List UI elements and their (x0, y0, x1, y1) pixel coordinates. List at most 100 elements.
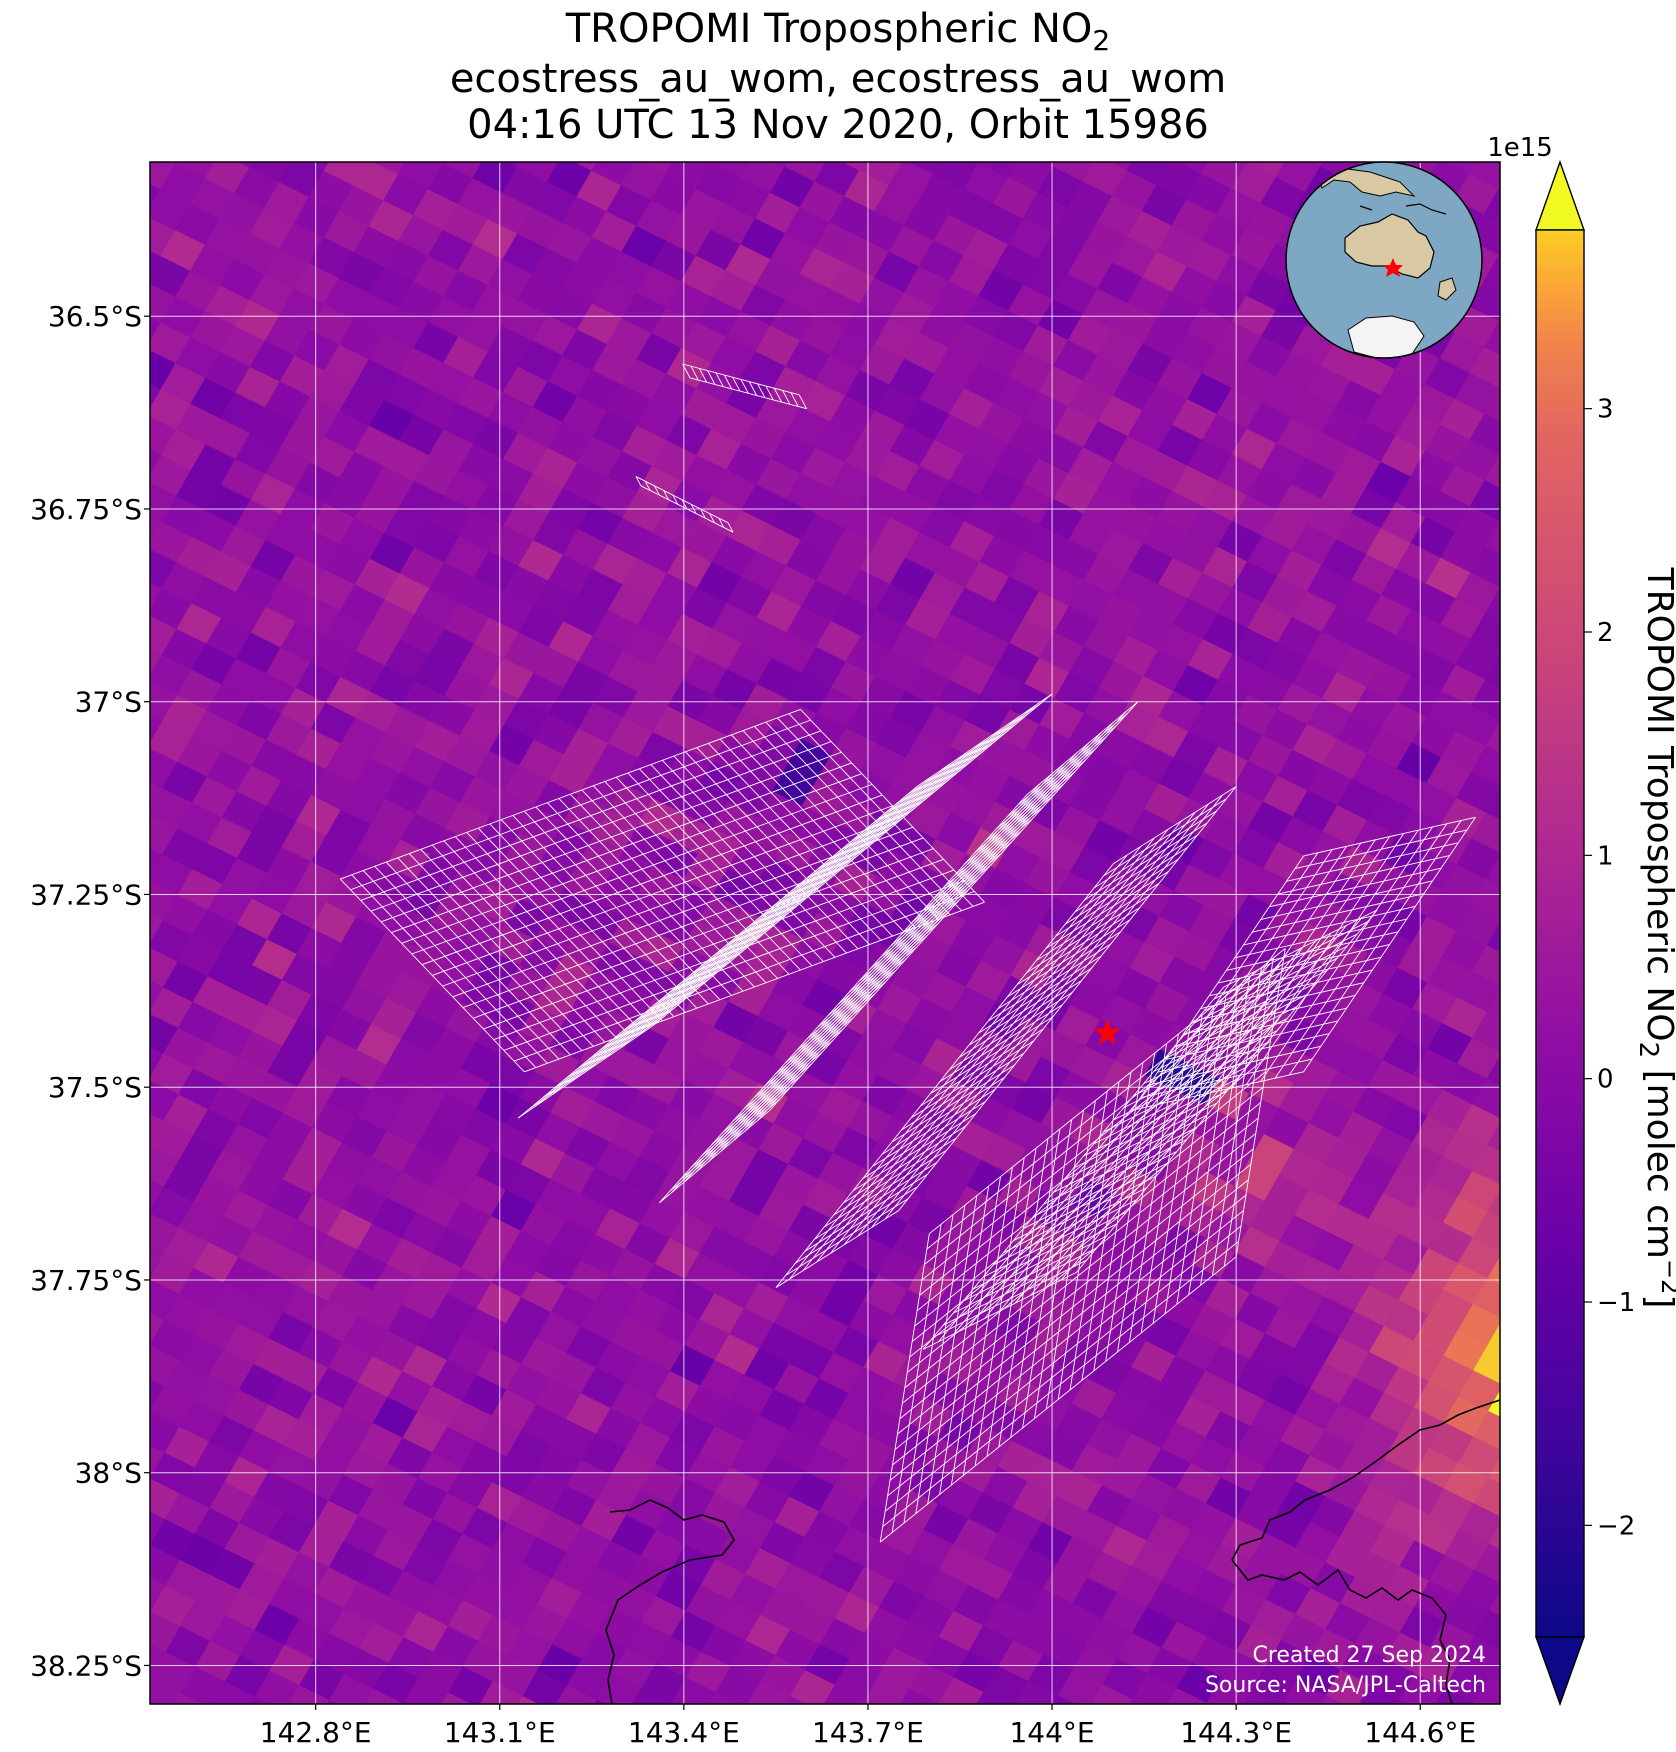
no2-pixel (1397, 1698, 1412, 1704)
footprint-line (340, 708, 801, 880)
footprint-line (1053, 1114, 1208, 1193)
no2-pixel (1126, 162, 1171, 186)
title-line-2: ecostress_au_wom, ecostress_au_wom (450, 56, 1226, 102)
footprint-line (682, 363, 691, 379)
footprint-line (1148, 1045, 1321, 1086)
footprint-line (1006, 724, 1118, 818)
no2-pixel (190, 112, 235, 153)
no2-pixel (441, 1691, 473, 1704)
no2-pixel (73, 784, 118, 825)
colorbar-label-sub: 2 (1633, 1042, 1663, 1059)
no2-pixel (1457, 1037, 1500, 1079)
footprint-line (922, 1271, 1077, 1350)
footprint-line (574, 977, 711, 1072)
no2-pixel (196, 1707, 241, 1748)
no2-pixel (1459, 1635, 1500, 1678)
no2-pixel (1485, 587, 1500, 621)
no2-pixel (1469, 346, 1500, 388)
footprint-line (1176, 995, 1227, 1305)
footprint-line (1183, 957, 1338, 1036)
no2-pixel (1470, 745, 1500, 787)
no2-pixel (72, 452, 117, 493)
footprint-line (707, 370, 716, 385)
footprint-line (690, 365, 699, 381)
footprint-line (682, 363, 800, 396)
no2-pixel (150, 1345, 151, 1346)
no2-pixel (1475, 1743, 1520, 1752)
no2-pixel (130, 82, 175, 123)
footprint-line (882, 722, 1019, 816)
globe-site-star (1383, 258, 1403, 277)
footprint-line (654, 911, 791, 1005)
no2-pixel (77, 1715, 122, 1752)
footprint-line (939, 1186, 990, 1495)
footprint-line (1003, 1175, 1157, 1254)
no2-pixel (428, 97, 473, 138)
no2-pixel (842, 162, 865, 171)
colorbar-body (1535, 229, 1585, 1638)
no2-pixel (76, 1515, 121, 1556)
no2-pixel (1261, 111, 1306, 152)
no2-pixel (150, 1544, 151, 1547)
footprint-line (723, 374, 733, 390)
no2-pixel (1457, 1103, 1500, 1146)
footprint-line (1073, 1090, 1228, 1169)
footprint-line (1016, 907, 1140, 986)
footprint-line (764, 993, 876, 1087)
footprint-line (711, 864, 848, 958)
no2-pixel (1456, 837, 1500, 880)
footprint-line (962, 1167, 1013, 1476)
no2-pixel (858, 162, 903, 186)
globe-islands (1359, 203, 1447, 215)
footprint-line (643, 920, 779, 1015)
no2-pixel (775, 162, 789, 168)
footprint-line (718, 517, 725, 528)
no2-pixel (439, 162, 444, 164)
footprint-line (1269, 867, 1442, 908)
colorbar-multiplier: 1e15 (1487, 133, 1553, 163)
no2-pixel (1473, 1476, 1500, 1517)
no2-pixel (1052, 162, 1094, 182)
no2-pixel (1335, 114, 1380, 155)
x-tick-label: 144°E (1009, 1716, 1094, 1749)
no2-pixel (1486, 854, 1500, 886)
footprint-line (1200, 969, 1373, 1009)
footprint-line (910, 1040, 1034, 1119)
no2-pixel (250, 1695, 272, 1704)
footprint-line (1260, 880, 1433, 920)
no2-pixel (1487, 1256, 1500, 1284)
footprint-line (881, 1076, 1005, 1155)
no2-pixel (1484, 387, 1500, 422)
footprint-line (1113, 786, 1237, 864)
footprint-line (1234, 918, 1407, 959)
footprint-line (871, 803, 1210, 1228)
colorbar-tick-label: 0 (1597, 1065, 1614, 1095)
footprint-line (814, 1161, 938, 1240)
no2-pixel (91, 1490, 136, 1531)
no2-pixel (1488, 1590, 1500, 1616)
footprint-line (768, 816, 905, 911)
no2-pixel (151, 1718, 196, 1752)
y-tick-label: 36.75°S (30, 493, 142, 526)
no2-pixel (761, 1722, 806, 1752)
no2-pixel (1471, 1011, 1500, 1052)
no2-pixel (403, 1703, 406, 1704)
no2-pixel (1439, 66, 1484, 107)
footprint-line (689, 377, 807, 410)
footprint-line (794, 1185, 919, 1264)
no2-pixel (1472, 1144, 1500, 1185)
no2-pixel (1380, 103, 1425, 144)
footprint-line (823, 1149, 948, 1228)
footprint-line (1294, 829, 1467, 870)
footprint-line (1164, 1005, 1215, 1314)
footprint-line (529, 1015, 665, 1109)
footprint-line (644, 480, 651, 491)
footprint-line (1226, 931, 1399, 971)
colorbar-label: TROPOMI Tropospheric NO2 [molec cm−2] (1633, 567, 1676, 1309)
no2-pixel (1231, 96, 1276, 137)
no2-pixel (1514, 70, 1559, 111)
footprint-line (827, 923, 939, 1017)
footprint-line (1103, 1054, 1258, 1133)
footprint-line (993, 1187, 1147, 1266)
footprint-line (837, 759, 973, 854)
